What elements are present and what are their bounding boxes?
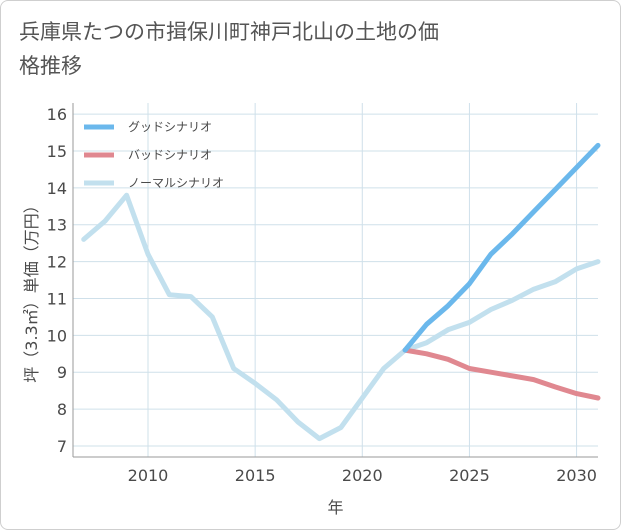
x-tick-label: 2025 — [449, 466, 490, 485]
series-line-normal — [81, 192, 601, 442]
y-tick-label: 14 — [47, 179, 67, 198]
x-tick-label: 2020 — [342, 466, 383, 485]
series-line-good — [402, 142, 601, 353]
series-lines — [81, 142, 601, 442]
plot-frame — [72, 103, 598, 458]
y-tick-label: 15 — [47, 142, 67, 161]
legend-label-bad: バッドシナリオ — [128, 148, 212, 162]
y-tick-label: 13 — [47, 216, 67, 235]
x-axis-label: 年 — [327, 498, 343, 517]
y-tick-label: 8 — [57, 400, 67, 419]
x-tick-label: 2015 — [235, 466, 276, 485]
y-tick-label: 9 — [57, 363, 67, 382]
chart-title: 兵庫県たつの市揖保川町神戸北山の土地の価格推移 — [19, 20, 439, 78]
grid-lines — [73, 103, 598, 457]
legend-label-good: グッドシナリオ — [128, 120, 212, 134]
y-tick-label: 12 — [47, 253, 67, 272]
y-tick-label: 7 — [57, 437, 67, 456]
tick-labels: 7 8 9 10 11 12 13 14 15 16 2010 2015 2020 2025 2030 — [47, 105, 597, 485]
x-tick-label: 2030 — [556, 466, 597, 485]
y-tick-label: 10 — [47, 326, 67, 345]
legend-label-normal: ノーマルシナリオ — [128, 176, 224, 190]
y-axis-label: 坪（3.3㎡）単価（万円） — [22, 197, 41, 382]
series-line-bad — [402, 347, 601, 401]
y-tick-label: 16 — [47, 105, 67, 124]
x-tick-label: 2010 — [128, 466, 169, 485]
y-tick-label: 11 — [47, 289, 67, 308]
